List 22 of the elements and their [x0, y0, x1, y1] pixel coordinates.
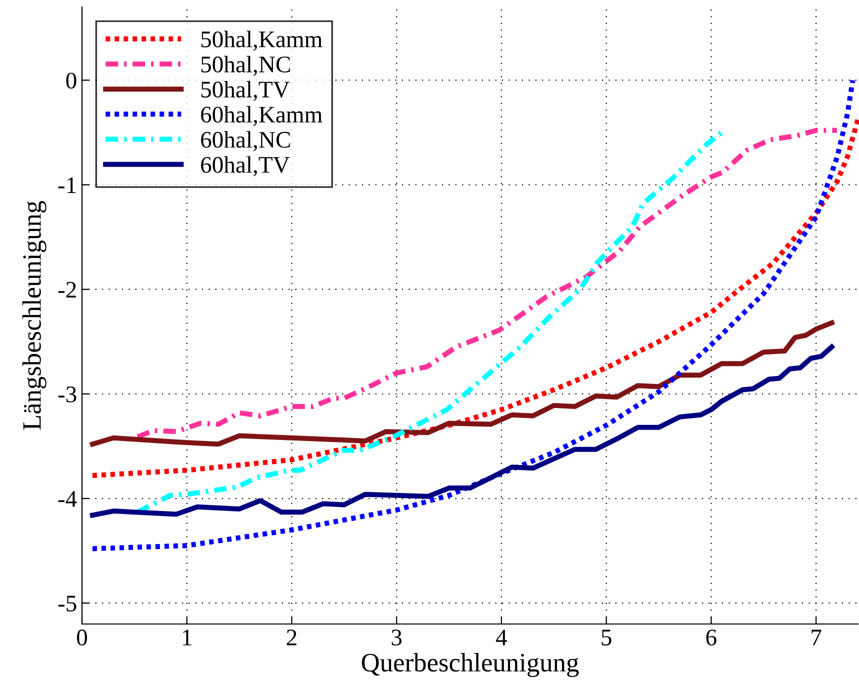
legend-label: 50hal,NC: [201, 56, 290, 76]
y-tick-label: -3: [58, 386, 76, 402]
x-tick-label: 2: [286, 630, 296, 646]
legend-label: 60hal,TV: [201, 156, 290, 176]
y-axis-title: Längsbeschleunigung: [22, 200, 46, 430]
legend-label: 50hal,TV: [201, 80, 290, 101]
x-tick-label: 4: [496, 630, 507, 646]
x-tick-label: 3: [392, 630, 402, 646]
y-tick-label: -2: [58, 282, 76, 298]
legend-label: 60hal,Kamm: [201, 106, 322, 126]
x-tick-label: 1: [183, 630, 192, 646]
y-tick-label: 0: [66, 72, 76, 89]
x-tick-label: 6: [706, 630, 716, 646]
x-axis-title: Querbeschleunigung: [362, 653, 579, 678]
y-tick-label: -5: [58, 596, 76, 612]
legend-label: 60hal,NC: [201, 131, 290, 152]
x-tick-label: 5: [602, 630, 612, 646]
x-tick-label: 7: [812, 630, 822, 646]
legend-label: 50hal,Kamm: [201, 30, 322, 51]
y-tick-label: -1: [58, 177, 76, 193]
x-tick-label: 0: [76, 630, 88, 646]
y-tick-label: -4: [58, 491, 77, 507]
